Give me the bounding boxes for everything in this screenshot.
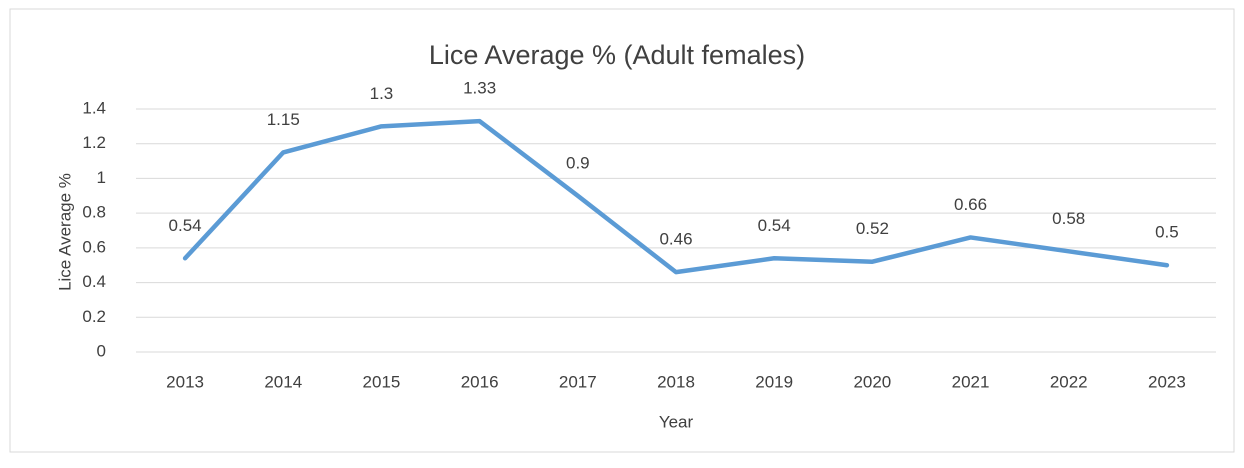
data-label: 1.15 xyxy=(267,110,300,129)
x-tick-label: 2020 xyxy=(853,372,891,391)
x-tick-label: 2016 xyxy=(461,372,499,391)
y-tick-label: 0.8 xyxy=(82,203,106,222)
x-tick-label: 2018 xyxy=(657,372,695,391)
data-label: 0.46 xyxy=(659,230,692,249)
x-tick-label: 2019 xyxy=(755,372,793,391)
data-label: 1.3 xyxy=(370,84,394,103)
data-label: 1.33 xyxy=(463,79,496,98)
data-label: 0.58 xyxy=(1052,209,1085,228)
x-tick-label: 2023 xyxy=(1148,372,1186,391)
data-label: 0.5 xyxy=(1155,223,1179,242)
x-tick-label: 2013 xyxy=(166,372,204,391)
data-label: 0.54 xyxy=(169,216,202,235)
x-tick-label: 2021 xyxy=(952,372,990,391)
y-tick-label: 0.6 xyxy=(82,237,106,256)
y-tick-label: 0.4 xyxy=(82,272,106,291)
x-tick-label: 2022 xyxy=(1050,372,1088,391)
y-axis-label: Lice Average % xyxy=(55,173,74,291)
y-tick-label: 1.4 xyxy=(82,98,106,117)
data-label: 0.54 xyxy=(758,216,791,235)
x-tick-label: 2017 xyxy=(559,372,597,391)
data-label: 0.66 xyxy=(954,195,987,214)
y-tick-label: 1.2 xyxy=(82,133,106,152)
y-tick-label: 0.2 xyxy=(82,307,106,326)
data-line xyxy=(182,118,1170,275)
x-tick-label: 2015 xyxy=(363,372,401,391)
y-tick-label: 0 xyxy=(97,341,106,360)
x-tick-label: 2014 xyxy=(264,372,302,391)
y-tick-label: 1 xyxy=(97,168,106,187)
chart-title: Lice Average % (Adult females) xyxy=(429,40,805,70)
x-axis-label: Year xyxy=(659,412,694,431)
data-label: 0.52 xyxy=(856,219,889,238)
data-label: 0.9 xyxy=(566,153,590,172)
